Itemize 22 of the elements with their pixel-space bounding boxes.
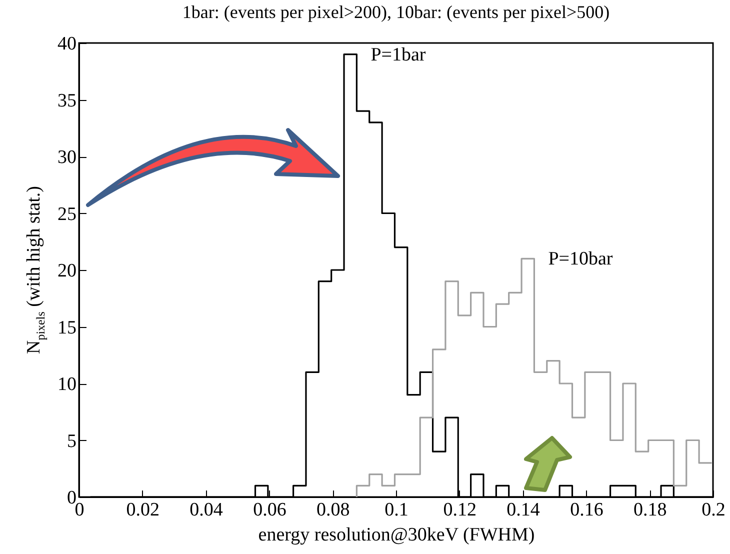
y-tick-label: 40: [58, 34, 76, 54]
x-tick-label: 0.16: [570, 500, 604, 520]
x-tick-label: 0.04: [190, 500, 224, 520]
x-tick-label: 0.14: [506, 500, 540, 520]
series-label: P=10bar: [548, 248, 614, 270]
y-tick-label: 30: [58, 147, 76, 168]
y-tick-label: 5: [67, 430, 76, 452]
y-tick-label: 10: [58, 374, 76, 395]
x-tick-label: 0.18: [633, 500, 667, 520]
x-tick-label: 0.08: [316, 500, 350, 520]
x-tick-label: 0.1: [384, 500, 408, 520]
x-axis-title: energy resolution@30keV (FWHM): [258, 524, 535, 546]
x-tick-label: 0.06: [253, 500, 286, 520]
y-tick-label: 15: [58, 317, 76, 338]
x-tick-label: 0.2: [702, 500, 726, 520]
chart-title: 1bar: (events per pixel>200), 10bar: (events per pixel>500): [182, 2, 610, 22]
x-tick-label: 0.12: [443, 500, 477, 520]
series-label: P=1bar: [370, 44, 426, 66]
y-tick-label: 20: [58, 260, 76, 282]
y-tick-label: 25: [58, 204, 76, 225]
y-tick-label: 35: [58, 90, 76, 112]
x-tick-label: 0.02: [126, 500, 160, 520]
